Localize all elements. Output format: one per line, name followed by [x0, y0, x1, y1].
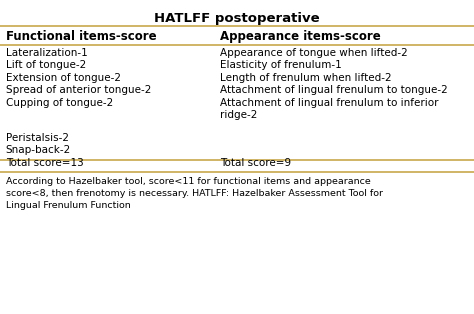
Text: According to Hazelbaker tool, score<11 for functional items and appearance
score: According to Hazelbaker tool, score<11 f… [6, 177, 383, 210]
Text: HATLFF postoperative: HATLFF postoperative [154, 12, 320, 25]
Text: Lateralization-1: Lateralization-1 [6, 48, 87, 58]
Text: Extension of tongue-2: Extension of tongue-2 [6, 73, 121, 83]
Text: Attachment of lingual frenulum to tongue-2: Attachment of lingual frenulum to tongue… [220, 85, 448, 95]
Text: Appearance items-score: Appearance items-score [220, 30, 381, 43]
Text: Functional items-score: Functional items-score [6, 30, 156, 43]
Text: Cupping of tongue-2: Cupping of tongue-2 [6, 98, 113, 108]
Text: Appearance of tongue when lifted-2: Appearance of tongue when lifted-2 [220, 48, 408, 58]
Text: Snap-back-2: Snap-back-2 [6, 145, 71, 155]
Text: Total score=9: Total score=9 [220, 158, 292, 168]
Text: Spread of anterior tongue-2: Spread of anterior tongue-2 [6, 85, 151, 95]
Text: Lift of tongue-2: Lift of tongue-2 [6, 60, 86, 70]
Text: Attachment of lingual frenulum to inferior
ridge-2: Attachment of lingual frenulum to inferi… [220, 98, 439, 120]
Text: Peristalsis-2: Peristalsis-2 [6, 133, 69, 143]
Text: Total score=13: Total score=13 [6, 158, 83, 168]
Text: Elasticity of frenulum-1: Elasticity of frenulum-1 [220, 60, 342, 70]
Text: Length of frenulum when lifted-2: Length of frenulum when lifted-2 [220, 73, 392, 83]
